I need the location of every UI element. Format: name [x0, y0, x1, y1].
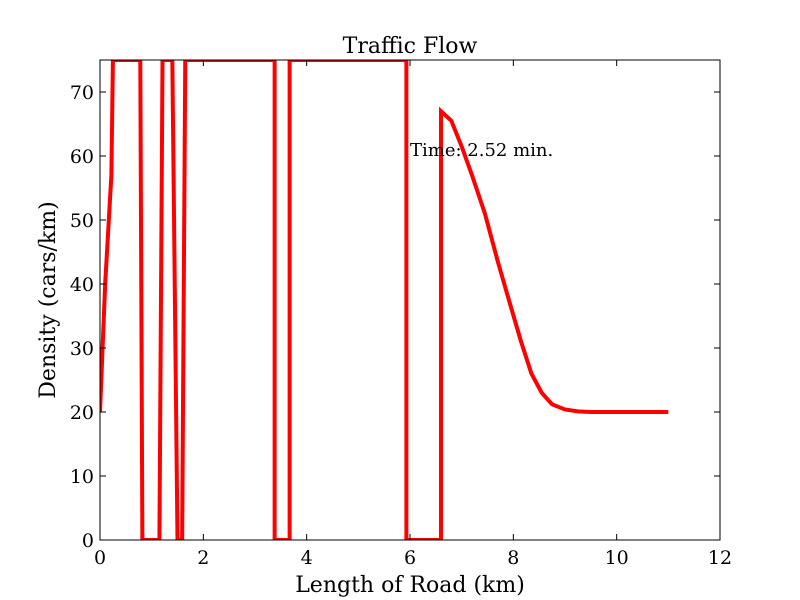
- y-tick-label: 70: [70, 82, 94, 104]
- axis-ticks: 0 2 4 6 8 10 12 0 10 20 30 40 50 60 70: [70, 60, 732, 569]
- x-tick-label: 10: [605, 547, 629, 569]
- x-tick-label: 4: [301, 547, 313, 569]
- y-tick-label: 60: [70, 146, 94, 168]
- y-tick-label: 40: [70, 274, 94, 296]
- x-tick-label: 8: [507, 547, 519, 569]
- x-tick-label: 6: [404, 547, 416, 569]
- y-axis-title: Density (cars/km): [36, 201, 61, 398]
- y-tick-label: 30: [70, 338, 94, 360]
- x-axis-title: Length of Road (km): [295, 573, 525, 598]
- x-tick-label: 2: [197, 547, 209, 569]
- chart-title: Traffic Flow: [343, 34, 478, 59]
- x-tick-label: 12: [708, 547, 732, 569]
- time-annotation: Time: 2.52 min.: [410, 140, 553, 161]
- density-series-line: [100, 60, 669, 540]
- y-tick-label: 50: [70, 210, 94, 232]
- y-tick-label: 0: [82, 530, 94, 552]
- x-tick-label: 0: [94, 547, 106, 569]
- y-tick-label: 20: [70, 402, 94, 424]
- plot-area: [100, 60, 669, 540]
- y-tick-label: 10: [70, 466, 94, 488]
